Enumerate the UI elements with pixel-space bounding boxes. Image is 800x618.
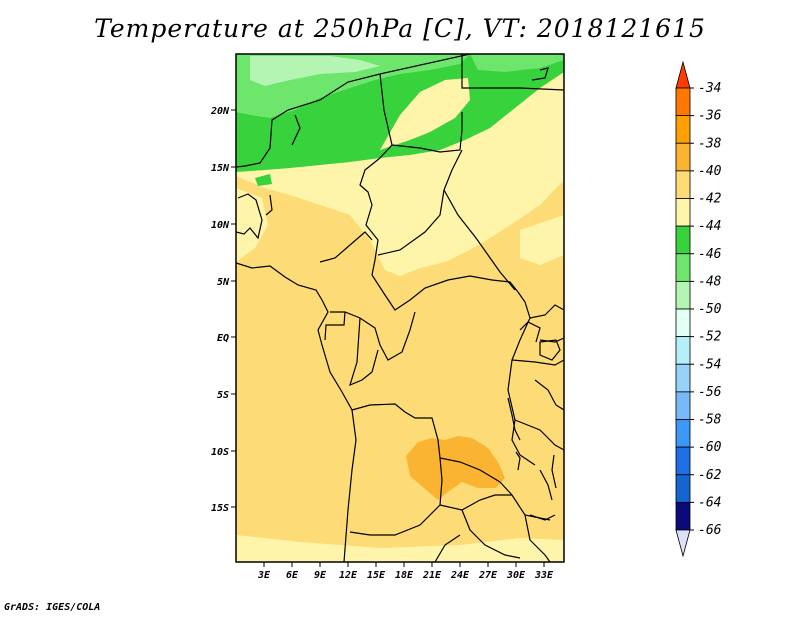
map-title: Temperature at 250hPa [C], VT: 201812161… <box>94 14 706 43</box>
lon-tick-label: 21E <box>422 570 442 581</box>
colorbar-swatch <box>675 87 691 117</box>
lon-tick-label: 27E <box>478 570 498 581</box>
lat-tick-label: 10S <box>211 447 229 458</box>
colorbar-label: -50 <box>698 302 722 317</box>
colorbar-label: -44 <box>698 219 721 234</box>
temperature-field <box>236 54 564 562</box>
colorbar-swatch <box>675 419 691 448</box>
lon-tick-label: 33E <box>534 570 554 581</box>
contour-42-west <box>236 188 268 262</box>
contour-42-south <box>236 535 564 562</box>
colorbar-swatch <box>675 198 691 227</box>
colorbar-label: -56 <box>698 385 722 400</box>
colorbar-label: -54 <box>698 357 721 372</box>
colorbar-swatch <box>675 225 691 255</box>
colorbar-label: -58 <box>698 413 722 428</box>
lat-tick-label: 15S <box>211 503 229 514</box>
contour-42-east <box>520 215 564 265</box>
lon-tick-label: 6E <box>286 570 299 581</box>
colorbar-label: -62 <box>698 468 722 483</box>
credit-label: GrADS: IGES/COLA <box>4 602 101 613</box>
lat-tick-label: 20N <box>210 106 230 117</box>
colorbar-label: -64 <box>698 495 721 510</box>
lat-axis: 20N 15N 10N 5N EQ 5S 10S 15S <box>210 106 236 514</box>
lat-tick-label: EQ <box>217 333 229 344</box>
colorbar-label: -40 <box>698 164 722 179</box>
contour-42-tongue <box>380 78 470 150</box>
country-borders <box>236 54 564 562</box>
contour-38 <box>406 436 505 500</box>
colorbar-swatch <box>675 336 691 365</box>
colorbar-lower-arrow <box>675 529 691 558</box>
colorbar-swatch <box>675 253 691 282</box>
colorbar-label: -36 <box>698 109 722 124</box>
colorbar-swatch <box>675 280 691 310</box>
colorbar-swatch <box>675 501 691 531</box>
lon-axis: 3E 6E 9E 12E 15E 18E 21E 24E 27E 30E 33E <box>257 562 554 581</box>
lon-tick-label: 18E <box>395 570 414 581</box>
lat-tick-label: 10N <box>211 220 230 231</box>
colorbar-label: -38 <box>698 136 722 151</box>
colorbar-swatch <box>675 142 691 172</box>
colorbar-label: -42 <box>698 192 722 207</box>
colorbar-swatch <box>675 363 691 393</box>
lon-tick-label: 30E <box>506 570 526 581</box>
lat-tick-label: 15N <box>211 163 230 174</box>
colorbar: -34 -36 -38 -40 -42 -44 -46 -48 -50 -52 -54 -56 -58 -… <box>675 60 722 558</box>
lon-tick-label: 9E <box>314 570 327 581</box>
colorbar-swatch <box>675 308 691 338</box>
lon-tick-label: 12E <box>339 570 358 581</box>
contour-48 <box>250 56 380 86</box>
lat-tick-label: 5N <box>217 277 230 288</box>
lat-tick-label: 5S <box>217 390 229 401</box>
lon-tick-label: 3E <box>257 570 271 581</box>
colorbar-swatch <box>675 391 691 420</box>
map-frame <box>235 53 565 563</box>
lon-tick-label: 24E <box>450 570 470 581</box>
colorbar-label: -48 <box>698 274 722 289</box>
colorbar-label: -52 <box>698 330 722 345</box>
colorbar-label: -34 <box>698 81 721 96</box>
colorbar-label: -60 <box>698 440 722 455</box>
colorbar-swatch <box>675 170 691 199</box>
colorbar-label: -46 <box>698 247 722 262</box>
colorbar-upper-arrow <box>675 60 691 89</box>
colorbar-label: -66 <box>698 523 722 538</box>
lon-tick-label: 15E <box>367 570 386 581</box>
colorbar-swatch <box>675 115 691 144</box>
colorbar-swatch <box>675 446 691 476</box>
colorbar-swatch <box>675 474 691 503</box>
